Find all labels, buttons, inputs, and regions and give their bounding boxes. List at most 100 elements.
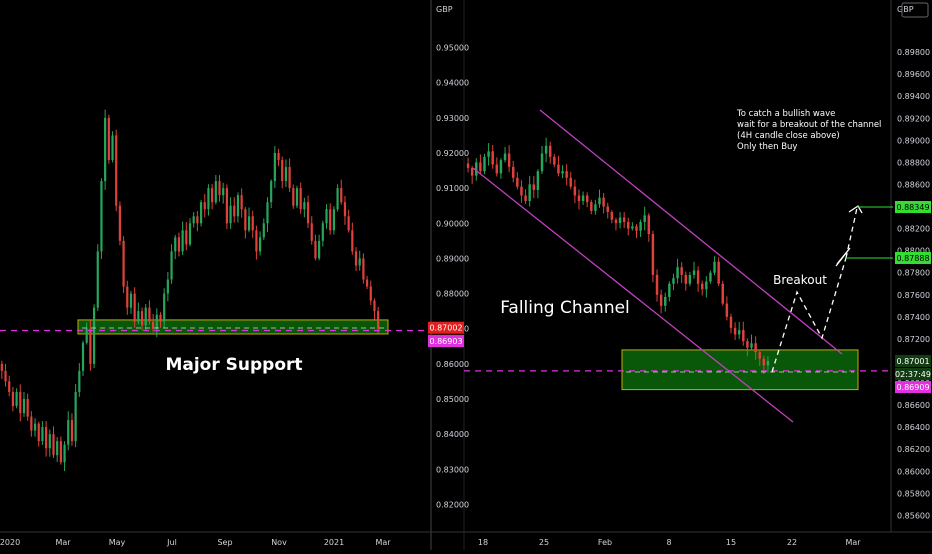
candle-body: [536, 171, 540, 190]
left-panel-eurgbp-daily: GBP 0.95000 0.94000 0.93000 0.92000 0.91000 0.…: [0, 5, 469, 547]
time-tick-label: Mar: [375, 538, 391, 547]
candle-body: [540, 153, 544, 172]
price-tag: 0.86909: [896, 383, 929, 392]
price-tick-label: 0.89400: [897, 92, 930, 101]
candle-body: [48, 434, 51, 449]
candle-body: [185, 230, 188, 245]
candle-body: [680, 267, 683, 275]
candle-body: [692, 270, 696, 275]
price-tag-bg: [428, 335, 464, 348]
breakout-label: Breakout: [773, 273, 827, 287]
candle-body: [479, 162, 482, 172]
candle-body: [214, 181, 217, 203]
candle-body: [163, 293, 166, 322]
candle-body: [524, 195, 527, 201]
candle-body: [561, 171, 564, 174]
candle-body: [100, 181, 103, 252]
candle-body: [240, 195, 243, 210]
projection-arrowhead-1: [835, 247, 851, 267]
candle-body: [512, 166, 515, 178]
candle-body: [166, 279, 169, 294]
price-tick-label: 0.89800: [897, 48, 930, 57]
candle-body: [33, 423, 37, 431]
candle-body: [15, 391, 18, 407]
channel-upper-line: [539, 109, 843, 355]
candle-body: [273, 153, 276, 182]
candle-body: [336, 188, 339, 210]
candle-body: [329, 209, 332, 231]
candle-body: [696, 270, 700, 284]
candle-body: [96, 251, 99, 308]
candle-body: [672, 278, 675, 284]
candle-body: [487, 151, 490, 157]
price-tag: 0.87888: [896, 254, 929, 263]
candle-body: [247, 216, 251, 231]
candle-body: [733, 327, 737, 335]
candle-body: [585, 195, 589, 203]
time-tick-label: Jul: [166, 538, 177, 547]
candle-body: [639, 221, 642, 231]
candle-body: [503, 153, 507, 161]
candle-body: [152, 321, 155, 329]
candle-body: [4, 370, 7, 382]
candle-body: [11, 391, 15, 407]
price-tick-label: 0.91000: [436, 184, 469, 193]
candle-body: [140, 311, 144, 326]
trade-note-line: Only then Buy: [737, 142, 797, 152]
price-tick-label: 0.89600: [897, 70, 930, 79]
candle-body: [236, 195, 240, 217]
candle-body: [30, 416, 33, 431]
price-tick-label: 0.85800: [897, 489, 930, 498]
price-tick-label: 0.88200: [897, 225, 930, 234]
candle-body: [170, 251, 173, 280]
candle-body: [310, 223, 313, 241]
candle-body: [107, 117, 110, 161]
time-tick-label: 25: [539, 538, 549, 547]
candle-body: [647, 215, 651, 235]
candle-body: [218, 181, 221, 196]
price-tag-bg: [895, 355, 931, 367]
candle-body: [318, 240, 321, 259]
candle-body: [41, 427, 44, 442]
candle-body: [63, 444, 66, 463]
candle-body: [466, 163, 470, 168]
candle-body: [266, 202, 269, 224]
candle-body: [590, 202, 593, 211]
candle-body: [174, 237, 177, 252]
time-tick-label: 18: [478, 538, 488, 547]
candle-body: [340, 188, 343, 203]
candle-body: [277, 153, 280, 161]
price-tag: 0.88349: [896, 203, 929, 212]
price-tick-label: 0.95000: [436, 44, 469, 53]
candle-body: [495, 164, 499, 174]
price-tick-label: 0.85600: [897, 511, 930, 520]
candle-body: [709, 272, 712, 282]
price-tag-bg: [895, 381, 931, 393]
candle-body: [321, 223, 324, 241]
candle-body: [548, 145, 552, 157]
candle-body: [306, 202, 310, 224]
price-tick-label: 0.82000: [436, 500, 469, 509]
candle-body: [373, 300, 376, 312]
candle-body: [470, 167, 474, 176]
candle-body: [491, 151, 494, 165]
candle-body: [258, 237, 262, 252]
candle-body: [668, 283, 671, 297]
candle-body: [362, 258, 365, 280]
candle-body: [347, 216, 350, 231]
candle-body: [627, 221, 630, 229]
candle-body: [618, 217, 622, 224]
candle-body: [159, 314, 162, 322]
price-tick-label: 0.86000: [897, 467, 930, 476]
candle-body: [754, 343, 757, 353]
candle-body: [78, 370, 81, 392]
candle-body: [118, 205, 122, 241]
time-tick-label: Mar: [845, 538, 861, 547]
candle-body: [610, 212, 614, 220]
price-tick-label: 0.87200: [897, 335, 930, 344]
candle-body: [483, 156, 486, 172]
price-tick-label: 0.89000: [436, 254, 469, 263]
candle-body: [70, 420, 74, 442]
